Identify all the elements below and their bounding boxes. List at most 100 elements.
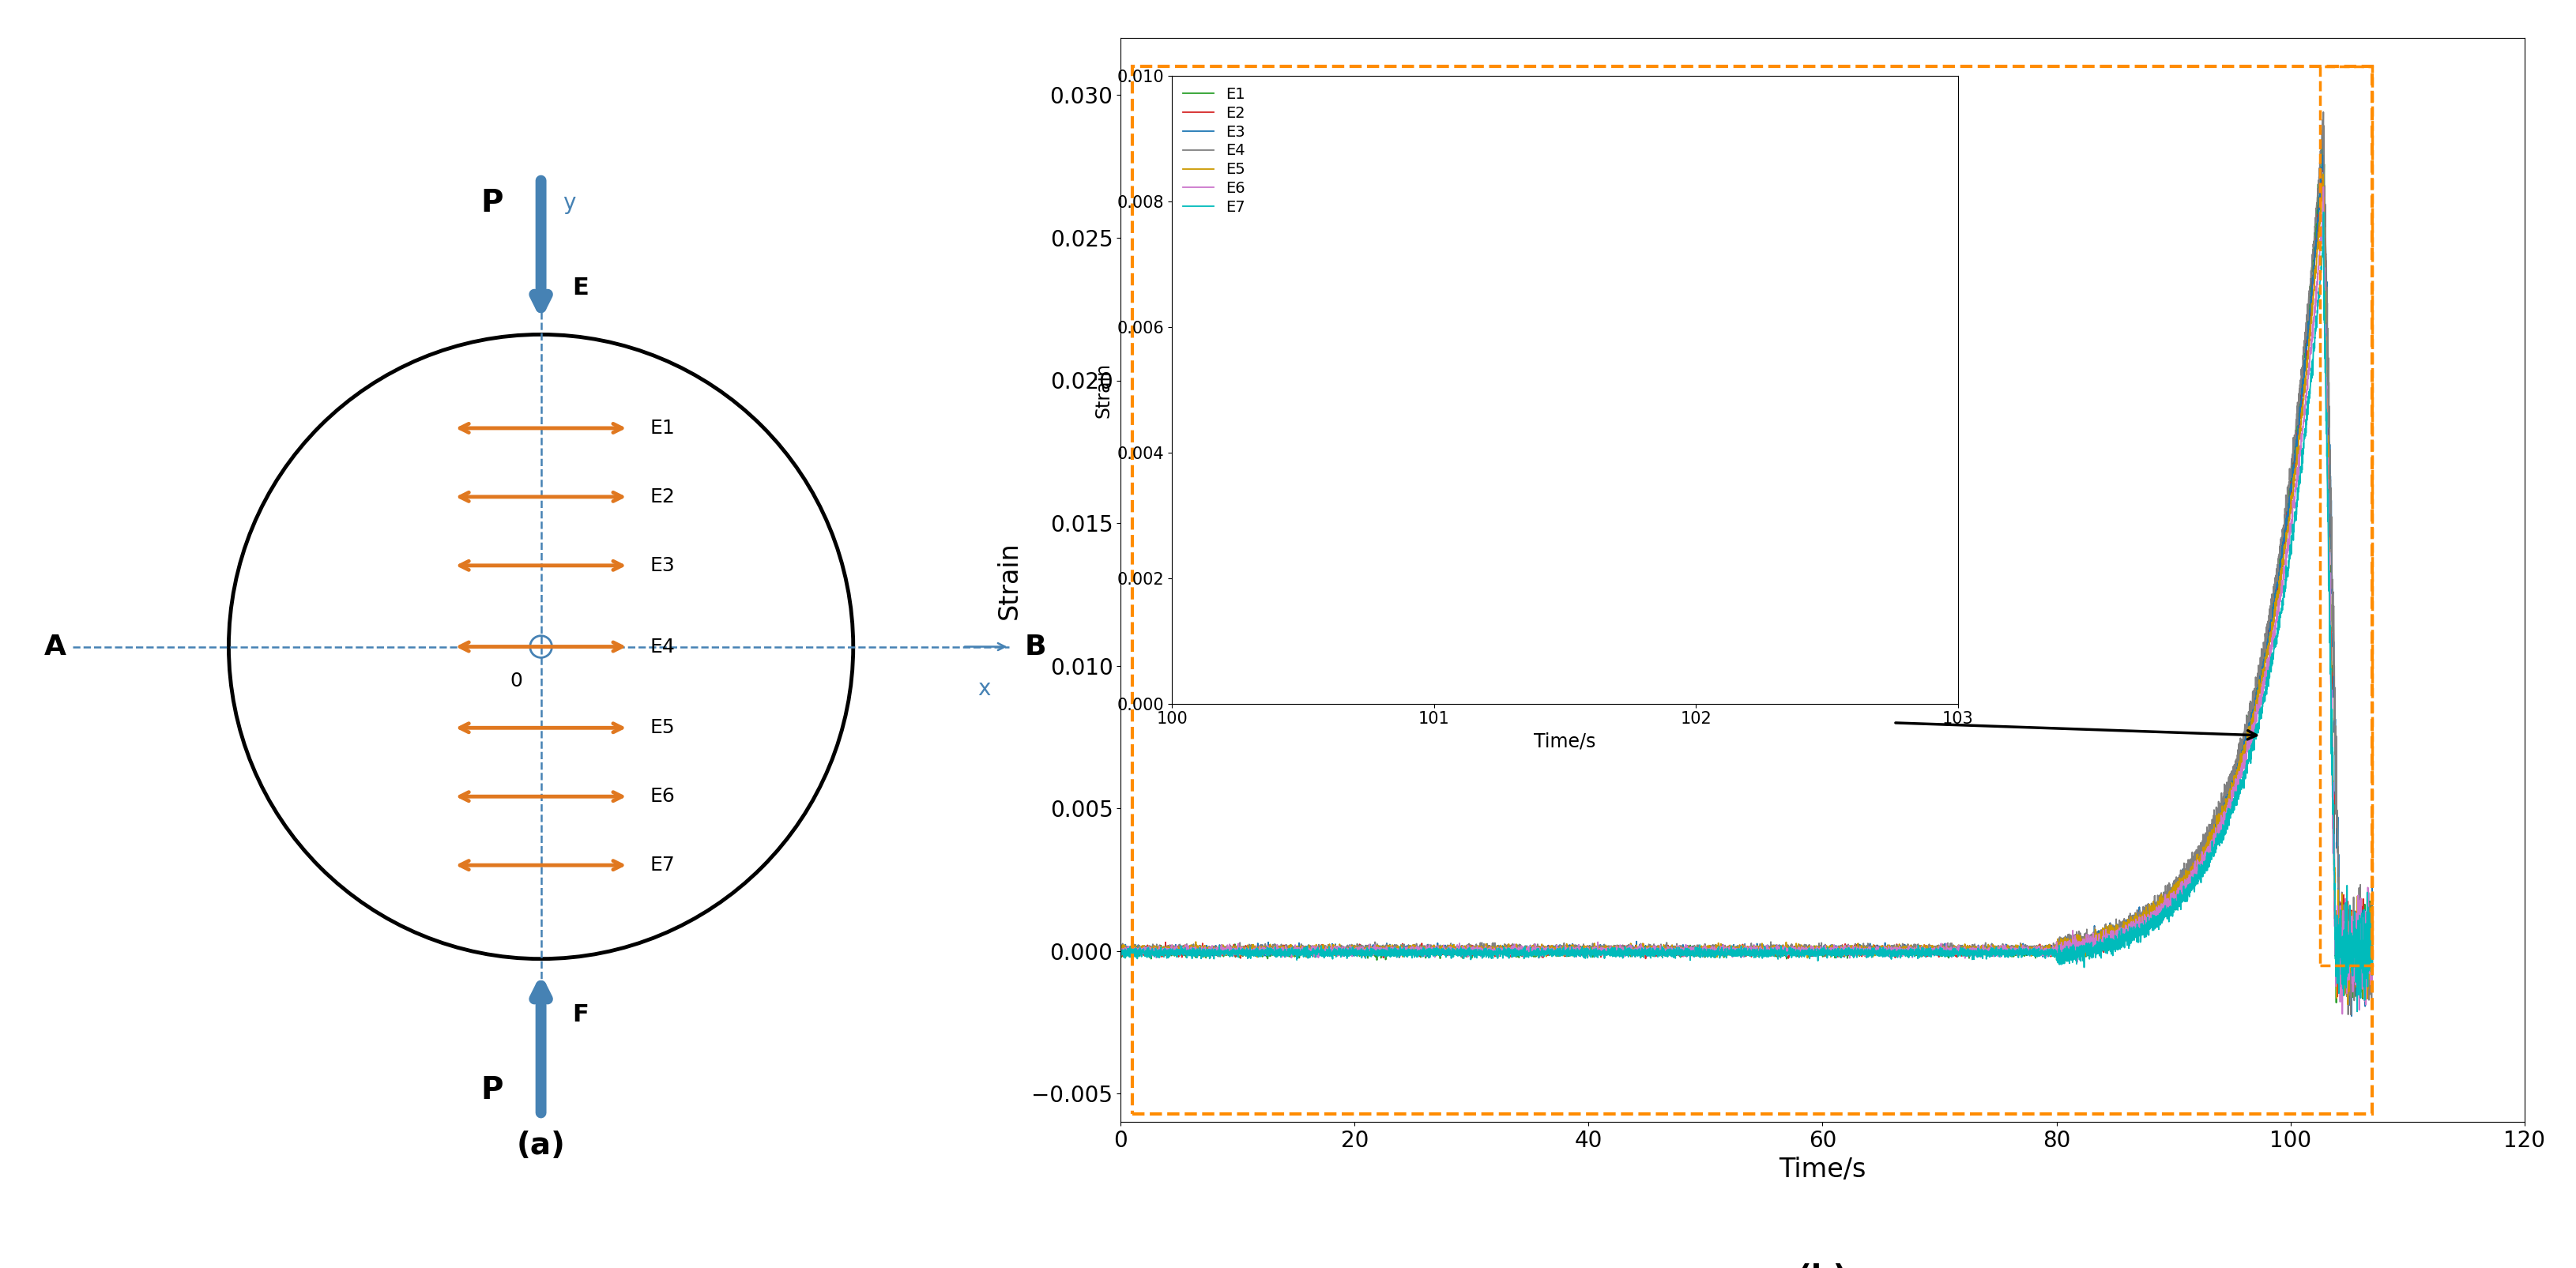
- E5: [2308, 166, 2339, 181]
- E5: [2331, 997, 2362, 1012]
- E2: [2357, 950, 2388, 965]
- E2: [2308, 143, 2339, 158]
- E1: [2099, 928, 2130, 943]
- Text: P: P: [482, 189, 502, 218]
- E4: [1105, 946, 1136, 961]
- Text: 0: 0: [510, 672, 523, 691]
- E3: [2032, 937, 2063, 952]
- E1: [2357, 919, 2388, 935]
- Line: E6: E6: [1121, 186, 2372, 1014]
- E1: [1901, 945, 1932, 960]
- Line: E5: E5: [1121, 174, 2372, 1004]
- E2: [1167, 946, 1198, 961]
- Text: B: B: [1025, 633, 1046, 661]
- Bar: [1133, 66, 2372, 1113]
- E3: [1901, 945, 1932, 960]
- Line: E3: E3: [1121, 136, 2372, 1016]
- Legend: E1, E2, E3, E4, E5, E6, E7: E1, E2, E3, E4, E5, E6, E7: [1180, 84, 1249, 218]
- Text: E5: E5: [649, 719, 675, 737]
- E6: [2032, 942, 2063, 957]
- E2: [1901, 945, 1932, 960]
- E4: [2308, 104, 2339, 119]
- E3: [1105, 942, 1136, 957]
- E7: [1167, 946, 1198, 961]
- Y-axis label: Strain: Strain: [997, 541, 1023, 619]
- Text: E: E: [572, 276, 587, 299]
- E6: [1105, 940, 1136, 955]
- E6: [2326, 1007, 2357, 1022]
- E4: [2099, 922, 2130, 937]
- E5: [2357, 961, 2388, 976]
- E2: [2099, 931, 2130, 946]
- E6: [2308, 179, 2339, 194]
- E1: [1847, 948, 1878, 964]
- Line: E7: E7: [1121, 212, 2372, 1012]
- E6: [1901, 942, 1932, 957]
- E5: [1558, 941, 1589, 956]
- E7: [1105, 941, 1136, 956]
- E5: [2032, 938, 2063, 954]
- E5: [1847, 945, 1878, 960]
- E7: [2099, 936, 2130, 951]
- Text: E6: E6: [649, 787, 675, 806]
- E7: [2342, 1004, 2372, 1019]
- Text: (a): (a): [518, 1131, 564, 1160]
- E4: [1901, 942, 1932, 957]
- E3: [1558, 941, 1589, 956]
- E3: [2308, 128, 2339, 143]
- E4: [1558, 941, 1589, 956]
- Line: E2: E2: [1121, 151, 2372, 1003]
- E1: [1167, 946, 1198, 961]
- E5: [1167, 943, 1198, 959]
- E4: [1847, 945, 1878, 960]
- Text: E3: E3: [649, 557, 675, 574]
- E1: [2032, 943, 2063, 959]
- E6: [2099, 932, 2130, 947]
- E4: [2357, 951, 2388, 966]
- Text: y: y: [562, 193, 577, 214]
- E7: [1558, 943, 1589, 959]
- E6: [1847, 945, 1878, 960]
- E2: [1558, 941, 1589, 956]
- E4: [2032, 946, 2063, 961]
- X-axis label: Time/s: Time/s: [1780, 1156, 1865, 1183]
- E2: [2357, 995, 2388, 1011]
- E4: [1167, 938, 1198, 954]
- Text: x: x: [979, 678, 992, 700]
- E1: [2349, 995, 2380, 1011]
- Text: A: A: [44, 633, 67, 661]
- E2: [1847, 945, 1878, 960]
- E3: [2357, 947, 2388, 962]
- Text: (b): (b): [1798, 1263, 1847, 1268]
- Line: E4: E4: [1121, 112, 2372, 1014]
- Y-axis label: Strain: Strain: [1095, 363, 1113, 417]
- E5: [2099, 927, 2130, 942]
- E3: [1847, 943, 1878, 959]
- X-axis label: Time/s: Time/s: [1533, 732, 1597, 751]
- E6: [1558, 941, 1589, 956]
- Text: P: P: [482, 1075, 502, 1104]
- E3: [2336, 1008, 2367, 1023]
- E1: [1105, 947, 1136, 962]
- E3: [1167, 940, 1198, 955]
- E5: [1901, 941, 1932, 956]
- E7: [2308, 204, 2339, 219]
- E5: [1105, 942, 1136, 957]
- E7: [2357, 960, 2388, 975]
- Text: E2: E2: [649, 487, 675, 506]
- E7: [1847, 947, 1878, 962]
- Text: E1: E1: [649, 418, 675, 437]
- E2: [2032, 943, 2063, 959]
- Line: E1: E1: [1121, 124, 2372, 1003]
- E7: [2032, 948, 2063, 964]
- E1: [2308, 117, 2339, 132]
- Text: E7: E7: [649, 856, 675, 875]
- Text: E4: E4: [649, 638, 675, 656]
- Bar: [2321, 66, 2372, 965]
- Text: F: F: [572, 1003, 587, 1027]
- E4: [2336, 1007, 2367, 1022]
- E7: [1901, 946, 1932, 961]
- E2: [1105, 945, 1136, 960]
- E3: [2099, 928, 2130, 943]
- E6: [1167, 946, 1198, 961]
